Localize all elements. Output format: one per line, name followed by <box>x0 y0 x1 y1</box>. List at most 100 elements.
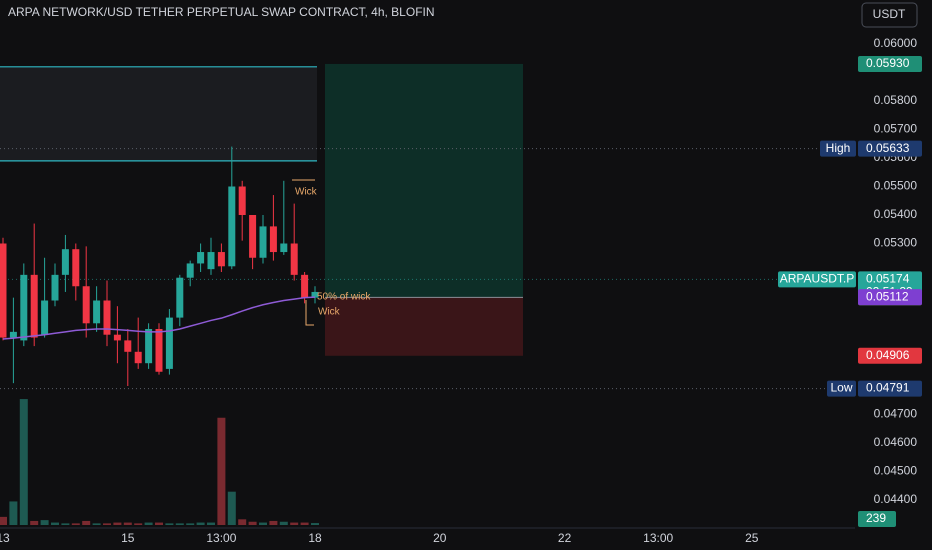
y-tick-label: 0.04500 <box>874 464 918 478</box>
x-tick-label: 20 <box>433 531 447 545</box>
volume-bar <box>0 516 7 525</box>
price-badge <box>858 140 922 157</box>
annotation: Wick <box>295 187 318 198</box>
volume-bar <box>207 522 215 525</box>
chart-title: ARPA NETWORK/USD TETHER PERPETUAL SWAP C… <box>8 5 435 19</box>
price-badge-label: 0.05174 <box>866 272 910 286</box>
x-tick-label: 18 <box>308 531 322 545</box>
candle-body <box>207 252 215 270</box>
y-tick-label: 0.04400 <box>874 492 918 506</box>
candle-body <box>9 331 17 338</box>
marker-name: Low <box>830 381 852 395</box>
volume-bar <box>19 399 28 525</box>
x-tick-label: 25 <box>745 531 759 545</box>
price-badge-label: 0.04906 <box>866 348 910 362</box>
volume-bar <box>269 520 278 525</box>
y-tick-label: 0.05800 <box>874 93 918 107</box>
price-badge <box>858 55 922 72</box>
x-tick-label: 13:00 <box>643 531 673 545</box>
candle-body <box>113 334 121 341</box>
volume-bar <box>61 523 70 525</box>
price-badge-label: 0.05930 <box>866 56 910 70</box>
volume-bar <box>196 522 205 525</box>
price-badge <box>858 380 922 397</box>
volume-bar <box>155 522 163 525</box>
y-tick-label: 0.04700 <box>874 407 918 421</box>
zone <box>0 66 317 161</box>
volume-badge <box>858 511 896 527</box>
marker-name-badge <box>820 140 856 157</box>
candle-body <box>155 329 163 372</box>
marker-name-badge <box>827 380 856 397</box>
volume-bar <box>290 522 299 525</box>
candle-body <box>165 317 173 369</box>
y-tick-label: 0.05700 <box>874 122 918 136</box>
volume-bar <box>92 523 101 525</box>
candle-body <box>30 274 38 338</box>
volume-bar <box>40 520 49 525</box>
candle-body <box>311 291 319 298</box>
volume-bar <box>51 522 59 525</box>
price-badge-label: 0.05112 <box>866 289 909 303</box>
volume-bar <box>186 523 195 525</box>
candle-body <box>176 277 184 318</box>
volume-bar <box>103 523 111 525</box>
volume-bar <box>71 523 80 525</box>
x-tick-label: 13:00 <box>206 531 236 545</box>
candle-body <box>0 243 7 338</box>
y-tick-label: 0.04600 <box>874 435 918 449</box>
candle-body <box>20 274 28 341</box>
wick-bracket <box>305 300 314 326</box>
candle-body <box>51 274 59 301</box>
annotation: 50% of wick <box>317 292 371 303</box>
volume-bar <box>144 522 153 525</box>
volume-bar <box>248 521 257 525</box>
y-tick-label: 0.05300 <box>874 236 918 250</box>
volume-bar <box>259 522 267 525</box>
currency-button[interactable] <box>861 2 918 28</box>
candle-body <box>72 249 80 287</box>
volume-badge-label: 239 <box>866 511 886 525</box>
currency-label[interactable]: USDT <box>873 7 906 21</box>
y-tick-label: 0.05500 <box>874 179 918 193</box>
volume-bar <box>311 523 319 525</box>
stop-zone <box>325 297 523 356</box>
price-badge-label: 0.04791 <box>866 381 910 395</box>
volume-bar <box>30 520 39 525</box>
volume-bar <box>238 519 247 525</box>
candle-body <box>134 351 142 364</box>
candle-body <box>249 215 257 258</box>
candle-body <box>197 252 205 264</box>
x-tick-label: 15 <box>121 531 135 545</box>
y-tick-label: 0.06000 <box>874 36 918 50</box>
candle-body <box>82 286 90 324</box>
target-zone <box>325 63 523 298</box>
candle-body <box>301 274 309 298</box>
price-badge-label: 0.05633 <box>866 141 910 155</box>
marker-name: High <box>826 141 851 155</box>
candle-body <box>93 300 101 324</box>
candle-body <box>259 226 267 258</box>
candle-body <box>228 186 236 267</box>
price-badge <box>858 289 922 306</box>
volume-bar <box>279 521 288 525</box>
candle-body <box>186 263 194 278</box>
y-tick-label: 0.05400 <box>874 207 918 221</box>
volume-bar <box>123 522 132 525</box>
volume-bar <box>113 522 122 525</box>
candle-body <box>41 300 49 335</box>
candle-body <box>217 252 225 267</box>
volume-bar <box>217 417 226 525</box>
x-tick-label: 22 <box>558 531 572 545</box>
candle-body <box>124 340 132 352</box>
annotation: Wick <box>318 307 341 318</box>
candle-body <box>145 329 153 364</box>
candle-body <box>269 226 277 253</box>
volume-bar <box>9 501 18 525</box>
x-tick-label: 13 <box>0 531 10 545</box>
volume-bar <box>134 523 143 525</box>
volume-bar <box>227 491 236 525</box>
marker-name: ARPAUSDT.P <box>780 272 854 286</box>
price-badge <box>858 347 922 364</box>
